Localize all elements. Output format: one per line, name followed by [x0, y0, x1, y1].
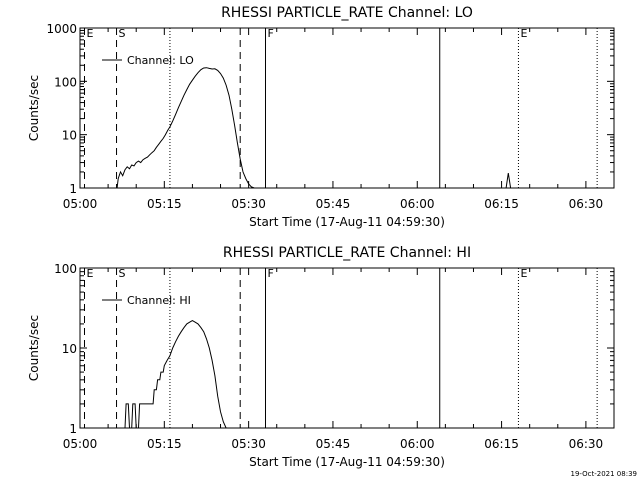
- x-tick-label: 05:00: [63, 437, 98, 451]
- event-marker-label: F: [267, 27, 273, 40]
- panel-lo: RHESSI PARTICLE_RATE Channel: LO Start Ti…: [27, 5, 615, 229]
- chart-title: RHESSI PARTICLE_RATE Channel: HI: [223, 245, 471, 261]
- x-tick-label: 06:00: [400, 197, 435, 211]
- event-marker-label: E: [86, 27, 93, 40]
- x-tick-label: 05:30: [231, 437, 266, 451]
- legend-label: Channel: LO: [127, 54, 194, 67]
- x-tick-label: 06:00: [400, 437, 435, 451]
- event-marker-label: E: [86, 267, 93, 280]
- y-tick-label: 1: [69, 422, 77, 436]
- x-tick-label: 06:30: [569, 197, 604, 211]
- x-tick-label: 05:15: [147, 437, 182, 451]
- plot-frame: [79, 27, 615, 189]
- y-tick-label: 10: [62, 129, 77, 143]
- event-marker-label: E: [520, 27, 527, 40]
- x-tick-label: 06:30: [569, 437, 604, 451]
- legend-label: Channel: HI: [127, 294, 191, 307]
- x-tick-label: 05:45: [316, 197, 351, 211]
- date-stamp: 19-Oct-2021 08:39: [571, 470, 637, 478]
- x-tick-label: 05:15: [147, 197, 182, 211]
- y-tick-label: 10: [62, 342, 77, 356]
- x-tick-label: 05:30: [231, 197, 266, 211]
- y-axis-label: Counts/sec: [27, 75, 41, 141]
- x-tick-label: 06:15: [484, 437, 519, 451]
- x-tick-label: 05:45: [316, 437, 351, 451]
- x-tick-label: 06:15: [484, 197, 519, 211]
- x-axis-label: Start Time (17-Aug-11 04:59:30): [249, 215, 445, 229]
- series-line: [505, 173, 512, 189]
- panel-hi: RHESSI PARTICLE_RATE Channel: HI Start Ti…: [27, 245, 615, 469]
- plot-frame: [79, 267, 615, 429]
- x-axis-label: Start Time (17-Aug-11 04:59:30): [249, 455, 445, 469]
- y-axis-label: Counts/sec: [27, 315, 41, 381]
- event-marker-label: S: [119, 27, 126, 40]
- series-line: [116, 67, 255, 189]
- event-marker-label: E: [520, 267, 527, 280]
- event-marker-label: S: [119, 267, 126, 280]
- event-marker-label: F: [267, 267, 273, 280]
- y-tick-label: 1000: [46, 22, 77, 36]
- y-tick-label: 100: [54, 75, 77, 89]
- y-tick-label: 100: [54, 262, 77, 276]
- series-line: [124, 320, 227, 429]
- chart-title: RHESSI PARTICLE_RATE Channel: LO: [221, 5, 473, 21]
- y-tick-label: 1: [69, 182, 77, 196]
- x-tick-label: 05:00: [63, 197, 98, 211]
